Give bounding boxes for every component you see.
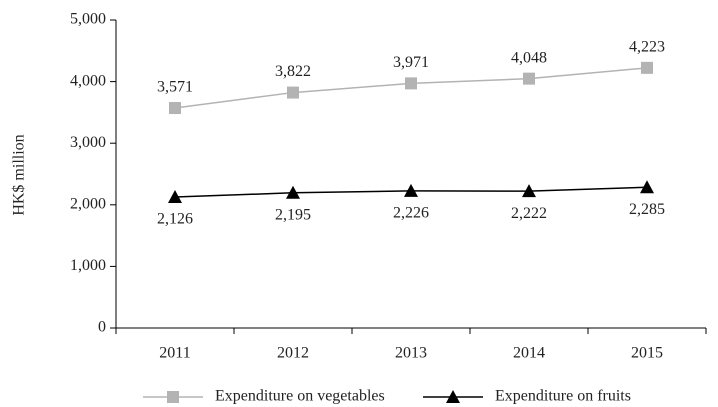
- legend-label: Expenditure on fruits: [495, 388, 631, 405]
- x-tick-label: 2013: [395, 345, 427, 362]
- y-tick-label: 2,000: [70, 195, 106, 212]
- marker: [167, 391, 179, 403]
- data-label: 2,126: [157, 211, 193, 228]
- x-tick-label: 2015: [631, 345, 663, 362]
- y-axis-label: HK$ million: [11, 134, 28, 215]
- marker: [446, 390, 460, 403]
- data-label: 3,571: [157, 79, 193, 96]
- x-tick-label: 2012: [277, 345, 309, 362]
- marker: [641, 61, 653, 74]
- marker: [523, 72, 535, 85]
- data-label: 3,971: [393, 54, 429, 71]
- data-label: 2,226: [393, 205, 429, 222]
- data-label: 2,285: [629, 201, 665, 218]
- y-tick-label: 1,000: [70, 257, 106, 274]
- marker: [522, 184, 536, 198]
- y-tick-label: 0: [98, 319, 106, 336]
- data-label: 4,048: [511, 49, 547, 66]
- marker: [640, 180, 654, 194]
- data-label: 2,195: [275, 206, 311, 223]
- marker: [168, 190, 182, 204]
- marker: [169, 102, 181, 115]
- data-label: 4,223: [629, 39, 665, 56]
- marker: [404, 183, 418, 197]
- y-tick-label: 3,000: [70, 134, 106, 151]
- marker: [405, 77, 417, 90]
- data-label: 2,222: [511, 205, 547, 222]
- marker: [286, 185, 300, 199]
- x-tick-label: 2011: [159, 345, 190, 362]
- x-tick-label: 2014: [513, 345, 545, 362]
- legend-label: Expenditure on vegetables: [215, 388, 385, 405]
- marker: [287, 86, 299, 99]
- data-label: 3,822: [275, 63, 311, 80]
- y-tick-label: 4,000: [70, 72, 106, 89]
- y-tick-label: 5,000: [70, 11, 106, 28]
